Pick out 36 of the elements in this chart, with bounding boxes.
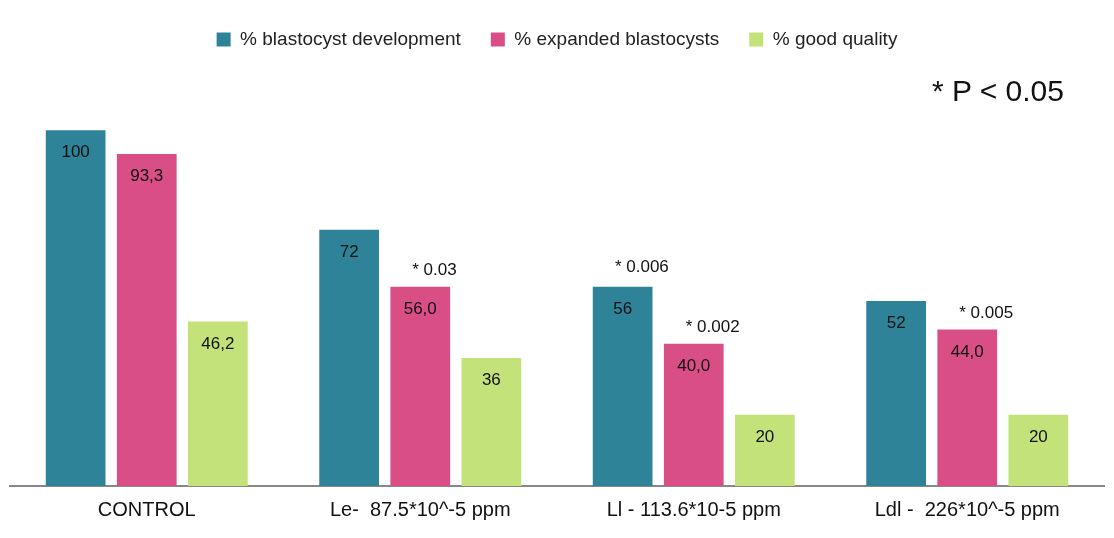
data-label: 46,2 bbox=[201, 333, 235, 353]
data-label: 44,0 bbox=[950, 341, 984, 361]
text: * P < 0.05 bbox=[931, 74, 1064, 108]
x-tick-label: CONTROL bbox=[97, 497, 196, 520]
x-tick-label: Ll - 113.6*10-5 ppm bbox=[606, 497, 781, 520]
data-label: 36 bbox=[481, 370, 501, 390]
bar bbox=[187, 321, 248, 486]
annotation: * 0.005 bbox=[959, 302, 1014, 322]
bar bbox=[734, 414, 795, 486]
data-label: 20 bbox=[755, 427, 775, 447]
annotation: * 0.006 bbox=[614, 257, 669, 277]
data-label: 40,0 bbox=[677, 355, 711, 375]
bar bbox=[45, 130, 106, 486]
x-tick-label: Le- 87.5*10^-5 ppm bbox=[329, 497, 511, 520]
bar bbox=[390, 286, 451, 486]
bar bbox=[1008, 414, 1069, 486]
x-tick-label: Ldl - 226*10^-5 ppm bbox=[874, 497, 1060, 520]
data-label: 100 bbox=[61, 142, 90, 162]
legend-label: % good quality bbox=[772, 27, 898, 49]
annotation: * 0.03 bbox=[412, 259, 457, 279]
bar bbox=[461, 357, 522, 486]
bar bbox=[592, 286, 653, 486]
bar bbox=[319, 229, 380, 486]
data-label: 52 bbox=[886, 313, 906, 333]
data-label: 72 bbox=[339, 241, 359, 261]
bar bbox=[866, 300, 927, 486]
bar bbox=[937, 329, 998, 486]
data-label: 20 bbox=[1028, 427, 1048, 447]
data-label: 56,0 bbox=[403, 298, 437, 318]
bar bbox=[116, 154, 177, 486]
annotation: * 0.002 bbox=[685, 316, 740, 336]
legend-label: % expanded blastocysts bbox=[514, 27, 720, 49]
data-label: 56 bbox=[613, 298, 633, 318]
data-label: 93,3 bbox=[130, 166, 164, 186]
legend-label: % blastocyst development bbox=[240, 27, 462, 49]
bar bbox=[663, 343, 724, 486]
